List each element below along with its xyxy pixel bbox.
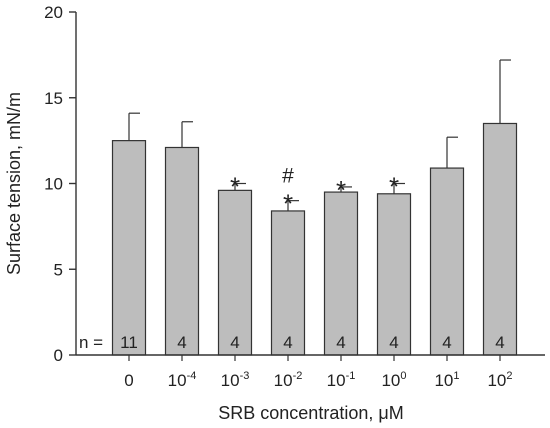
- x-tick-exponent: 0: [400, 370, 406, 382]
- x-tick-exponent: 2: [506, 370, 512, 382]
- y-tick-label: 5: [54, 260, 63, 279]
- x-tick-label: 10-1: [327, 370, 356, 390]
- x-tick-label: 10-4: [168, 370, 197, 390]
- n-label: 4: [389, 333, 398, 352]
- x-tick-label: 10-2: [274, 370, 303, 390]
- y-tick-label: 20: [44, 3, 63, 22]
- n-label: 4: [336, 333, 345, 352]
- x-tick-label: 102: [487, 370, 512, 390]
- n-label: 4: [442, 333, 451, 352]
- x-tick-label: 100: [381, 370, 406, 390]
- n-label: 4: [230, 333, 239, 352]
- n-label: 11: [120, 333, 138, 352]
- x-tick-exponent: -1: [346, 370, 356, 382]
- bar: [164, 146, 200, 356]
- bar: [429, 167, 465, 356]
- x-tick-exponent: 1: [453, 370, 459, 382]
- error-bars-layer: [128, 59, 511, 211]
- y-tick-label: 15: [44, 89, 63, 108]
- bars-layer: [111, 122, 518, 356]
- bar: [111, 140, 147, 356]
- bar: [270, 210, 306, 356]
- x-tick-exponent: -2: [293, 370, 303, 382]
- significance-asterisk: *: [230, 172, 240, 202]
- x-tick-label: 0: [124, 371, 133, 390]
- axes-layer: [69, 11, 545, 361]
- n-label: 4: [177, 333, 186, 352]
- x-tick-label: 10-3: [221, 370, 250, 390]
- x-tick-exponent: -3: [240, 370, 250, 382]
- bar: [482, 122, 518, 356]
- bar: [323, 191, 359, 356]
- x-tick-label: 101: [434, 370, 459, 390]
- n-label: 4: [495, 333, 504, 352]
- bar: [217, 189, 253, 356]
- significance-asterisk: *: [283, 189, 293, 219]
- n-prefix-label: n =: [79, 333, 103, 352]
- bar: [376, 193, 412, 356]
- y-tick-label: 10: [44, 175, 63, 194]
- n-label: 4: [283, 333, 292, 352]
- y-axis-title: Surface tension, mN/m: [4, 92, 24, 275]
- x-tick-exponent: -4: [187, 370, 197, 382]
- x-axis-title: SRB concentration, μM: [218, 403, 403, 423]
- significance-hash: #: [282, 165, 294, 188]
- significance-asterisk: *: [336, 175, 346, 205]
- y-tick-label: 0: [54, 346, 63, 365]
- significance-asterisk: *: [389, 172, 399, 202]
